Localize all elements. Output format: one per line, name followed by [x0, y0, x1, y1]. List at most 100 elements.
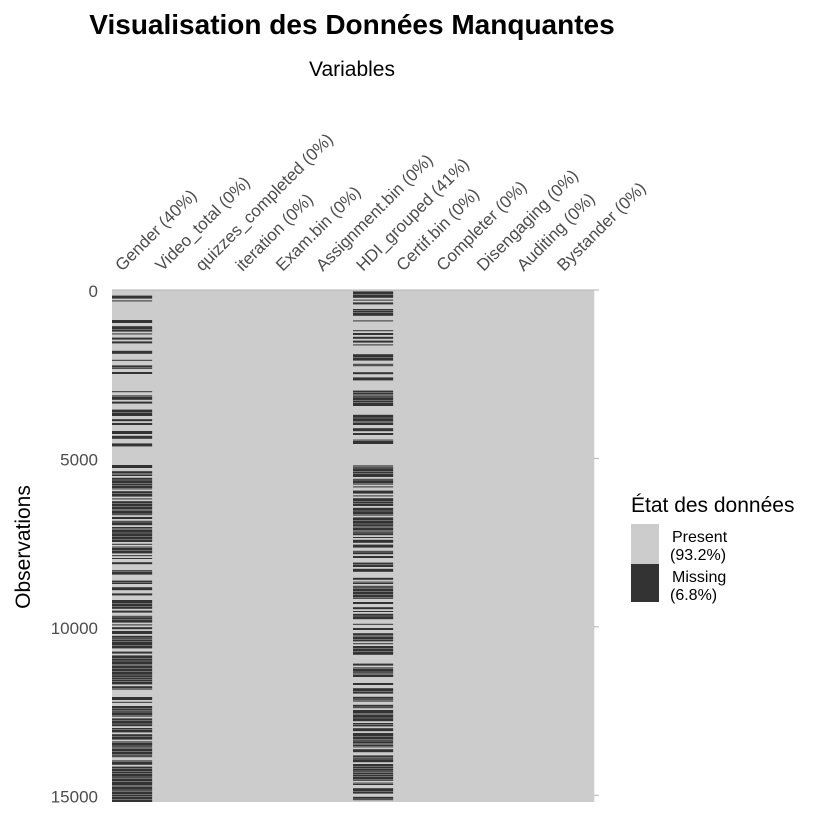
missing-line: [112, 746, 153, 748]
missing-line: [353, 704, 394, 707]
column-present: [192, 290, 233, 802]
missing-line: [112, 435, 153, 439]
missing-line: [112, 517, 153, 519]
missing-line: [353, 483, 394, 485]
missing-line: [112, 619, 153, 623]
missing-line: [112, 796, 153, 800]
missing-line: [353, 611, 394, 612]
missing-line: [112, 413, 153, 416]
missing-line: [353, 668, 394, 672]
missing-line: [112, 681, 153, 685]
missing-line: [112, 520, 153, 522]
column-present: [152, 290, 193, 802]
missing-line: [353, 565, 394, 567]
missing-line: [112, 395, 153, 397]
missing-line: [112, 326, 153, 330]
y-tick-label: 5000: [60, 450, 98, 469]
missing-line: [353, 691, 394, 694]
missing-line: [112, 769, 153, 771]
missing-line: [112, 778, 153, 782]
missing-line: [112, 571, 153, 575]
missing-line: [353, 743, 394, 745]
missing-line: [353, 390, 394, 393]
missing-line: [112, 631, 153, 634]
missing-line: [112, 799, 153, 802]
missing-line: [112, 365, 153, 368]
missing-line: [112, 741, 153, 743]
missing-line: [112, 686, 153, 689]
missing-line: [353, 771, 394, 773]
missing-line: [353, 788, 394, 792]
missing-line: [112, 350, 153, 354]
missing-line: [353, 707, 394, 709]
legend: État des données Present (93.2%) Missing…: [631, 494, 794, 604]
missing-line: [112, 668, 153, 672]
missing-line: [353, 710, 394, 713]
missing-line: [112, 527, 153, 528]
missing-line: [353, 749, 394, 753]
missing-line: [112, 749, 153, 751]
missing-line: [353, 397, 394, 401]
missing-line: [353, 514, 394, 516]
missing-line: [353, 495, 394, 497]
missing-line: [112, 760, 153, 762]
missing-line: [112, 548, 153, 550]
missing-line: [353, 648, 394, 652]
missing-line: [353, 309, 394, 310]
missing-line: [112, 401, 153, 404]
missing-line: [353, 779, 394, 781]
column-present: [513, 290, 555, 802]
missing-line: [112, 642, 153, 645]
legend-label-missing-pct: (6.8%): [670, 587, 717, 604]
missing-line: [112, 419, 153, 422]
y-axis-layer: 0 5000 10000 15000: [51, 282, 599, 806]
missing-line: [353, 745, 394, 746]
missing-line: [353, 377, 394, 381]
missing-line: [353, 372, 394, 375]
missing-line: [112, 550, 153, 554]
missing-line: [353, 723, 394, 724]
missing-line: [353, 688, 394, 692]
missing-line: [112, 475, 153, 476]
missing-line: [353, 418, 394, 422]
missing-line: [112, 742, 153, 746]
missing-line: [112, 715, 153, 717]
missing-line: [353, 320, 394, 322]
missing-line: [112, 777, 153, 779]
missing-line: [112, 751, 153, 755]
missing-line: [112, 431, 153, 434]
missing-line: [112, 666, 153, 668]
missing-line: [112, 367, 153, 369]
missing-line: [353, 474, 394, 477]
missing-line: [112, 498, 153, 500]
missing-line: [353, 775, 394, 776]
missing-line: [353, 428, 394, 432]
missing-line: [112, 712, 153, 716]
missing-line: [112, 503, 153, 507]
missing-line: [112, 606, 153, 609]
missing-line: [112, 773, 153, 777]
missing-line: [353, 466, 394, 468]
missing-line: [353, 344, 394, 346]
missing-line: [112, 710, 153, 712]
column-present: [112, 290, 153, 802]
missing-line: [353, 562, 394, 565]
y-tick-label: 0: [89, 282, 98, 301]
missing-line: [112, 509, 153, 511]
missing-line: [112, 501, 153, 504]
missing-line: [112, 333, 153, 335]
missing-line: [353, 583, 394, 584]
missing-line: [112, 329, 153, 332]
missing-line: [112, 543, 153, 545]
missing-line: [353, 498, 394, 502]
missing-line: [353, 736, 394, 740]
missing-line: [112, 677, 153, 680]
column-present: [433, 290, 474, 802]
missing-line: [353, 759, 394, 763]
missing-line: [112, 603, 153, 607]
missing-line: [112, 477, 153, 480]
missing-line: [112, 708, 153, 711]
missing-line: [112, 627, 153, 630]
legend-title: État des données: [631, 494, 794, 517]
missing-line: [353, 782, 394, 784]
